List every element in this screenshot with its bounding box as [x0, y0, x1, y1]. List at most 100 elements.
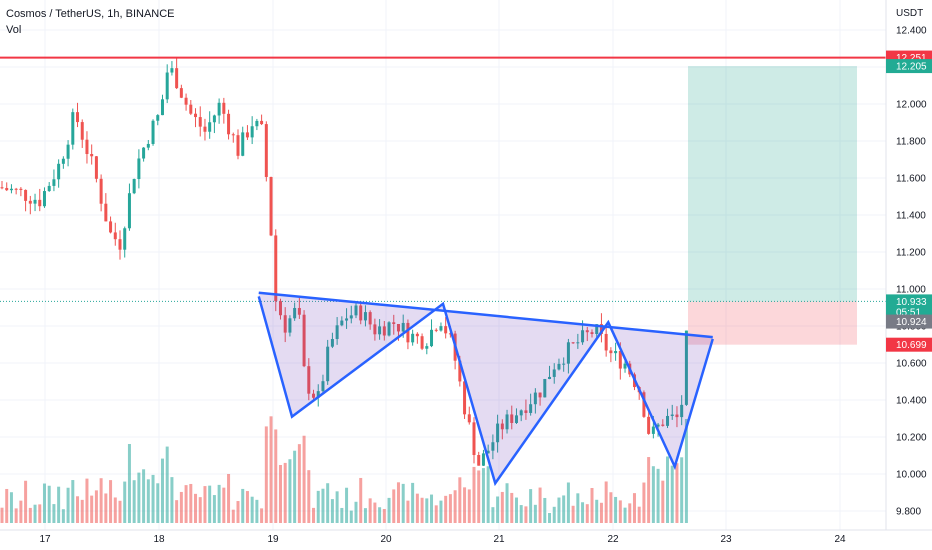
- time-axis[interactable]: 17 18 19 20 21 22 23 24: [0, 529, 932, 545]
- candle-body: [477, 455, 481, 466]
- candle-body: [170, 68, 174, 73]
- candle-body: [231, 134, 235, 136]
- candle-body: [524, 410, 528, 413]
- candle-body: [123, 228, 127, 250]
- volume-bar: [165, 446, 169, 523]
- volume-bar: [359, 477, 363, 523]
- volume-bar: [434, 505, 438, 523]
- volume-bar: [614, 496, 618, 523]
- long-position-tool[interactable]: [0, 66, 886, 345]
- volume-bar: [661, 480, 665, 523]
- volume-bar: [142, 469, 146, 523]
- volume-bar: [680, 457, 684, 523]
- price-tag-label: 12.251: [896, 53, 927, 64]
- candle-body: [472, 422, 476, 456]
- candle-body: [529, 404, 533, 413]
- volume-bar: [467, 489, 471, 523]
- candle-body: [57, 163, 61, 180]
- head-and-shoulders-pattern[interactable]: [257, 291, 714, 487]
- volume-bar: [439, 500, 443, 523]
- candle-body: [132, 179, 136, 194]
- candle-body: [316, 391, 320, 398]
- volume-bar: [401, 483, 405, 523]
- time-tick-label: 21: [493, 534, 505, 545]
- volume-bar: [38, 504, 42, 523]
- candle-body: [113, 232, 117, 240]
- volume-bar: [127, 444, 131, 523]
- candle-body: [373, 324, 377, 335]
- loss-zone: [688, 301, 857, 345]
- candle-body: [71, 112, 75, 145]
- volume-bar: [245, 491, 249, 523]
- candle-body: [137, 158, 141, 180]
- volume-bars: [0, 416, 688, 523]
- candle-body: [212, 115, 216, 123]
- candle-body: [175, 68, 179, 89]
- candle-body: [250, 126, 254, 138]
- candle-body: [396, 324, 400, 332]
- candle-body: [614, 351, 618, 354]
- volume-bar: [113, 497, 117, 523]
- price-axis[interactable]: USDT12.40012.20012.00011.80011.60011.400…: [885, 0, 932, 550]
- volume-bar: [340, 507, 344, 523]
- candle-body: [349, 315, 353, 319]
- volume-bar: [609, 492, 613, 523]
- price-tick-label: 10.000: [896, 470, 927, 481]
- candle-body: [297, 307, 301, 315]
- candle-body: [354, 305, 358, 316]
- volume-bar: [552, 506, 556, 523]
- volume-bar: [194, 493, 198, 523]
- volume-bar: [288, 459, 292, 523]
- volume-bar: [349, 510, 353, 523]
- candle-body: [19, 188, 23, 190]
- candle-body: [510, 414, 514, 423]
- time-tick-label: 24: [834, 534, 846, 545]
- candle-body: [165, 72, 169, 100]
- price-tag: [886, 337, 932, 352]
- volume-bar: [481, 468, 485, 523]
- candle-body: [90, 154, 94, 157]
- candle-body: [647, 416, 651, 434]
- candle-body: [340, 320, 344, 326]
- volume-bar: [241, 488, 245, 523]
- volume-bar: [599, 502, 603, 523]
- candle-body: [264, 124, 268, 177]
- volume-label: Vol: [6, 24, 22, 36]
- volume-bar: [52, 504, 56, 523]
- candle-body: [260, 120, 264, 125]
- volume-bar: [71, 480, 75, 523]
- candle-body: [434, 329, 438, 331]
- candle-body: [505, 414, 509, 430]
- candle-body: [179, 88, 183, 98]
- candle-body: [363, 312, 367, 321]
- volume-bar: [61, 509, 65, 523]
- volume-bar: [278, 464, 282, 523]
- candle-body: [680, 404, 684, 418]
- volume-bar: [557, 497, 561, 523]
- candle-body: [5, 187, 9, 191]
- price-tag-label: 10.933: [896, 297, 927, 308]
- pattern-outline: [257, 296, 714, 487]
- candle-body: [382, 326, 386, 336]
- volume-bar: [378, 507, 382, 523]
- volume-bar: [312, 507, 316, 523]
- volume-bar: [656, 468, 660, 523]
- candle-body: [274, 235, 278, 302]
- volume-bar: [66, 487, 70, 523]
- candle-body: [368, 312, 372, 325]
- volume-bar: [519, 505, 523, 523]
- candle-body: [127, 193, 131, 229]
- candle-body: [302, 314, 306, 367]
- candle-body: [38, 199, 42, 207]
- candle-body: [160, 99, 164, 116]
- volume-bar: [330, 499, 334, 523]
- candle-body: [24, 189, 28, 201]
- price-tag: [886, 314, 932, 329]
- volume-bar: [151, 474, 155, 523]
- volume-bar: [5, 488, 9, 523]
- pattern-fill: [258, 292, 713, 484]
- volume-bar: [510, 492, 514, 523]
- candle-body: [576, 342, 580, 344]
- candle-body: [401, 322, 405, 332]
